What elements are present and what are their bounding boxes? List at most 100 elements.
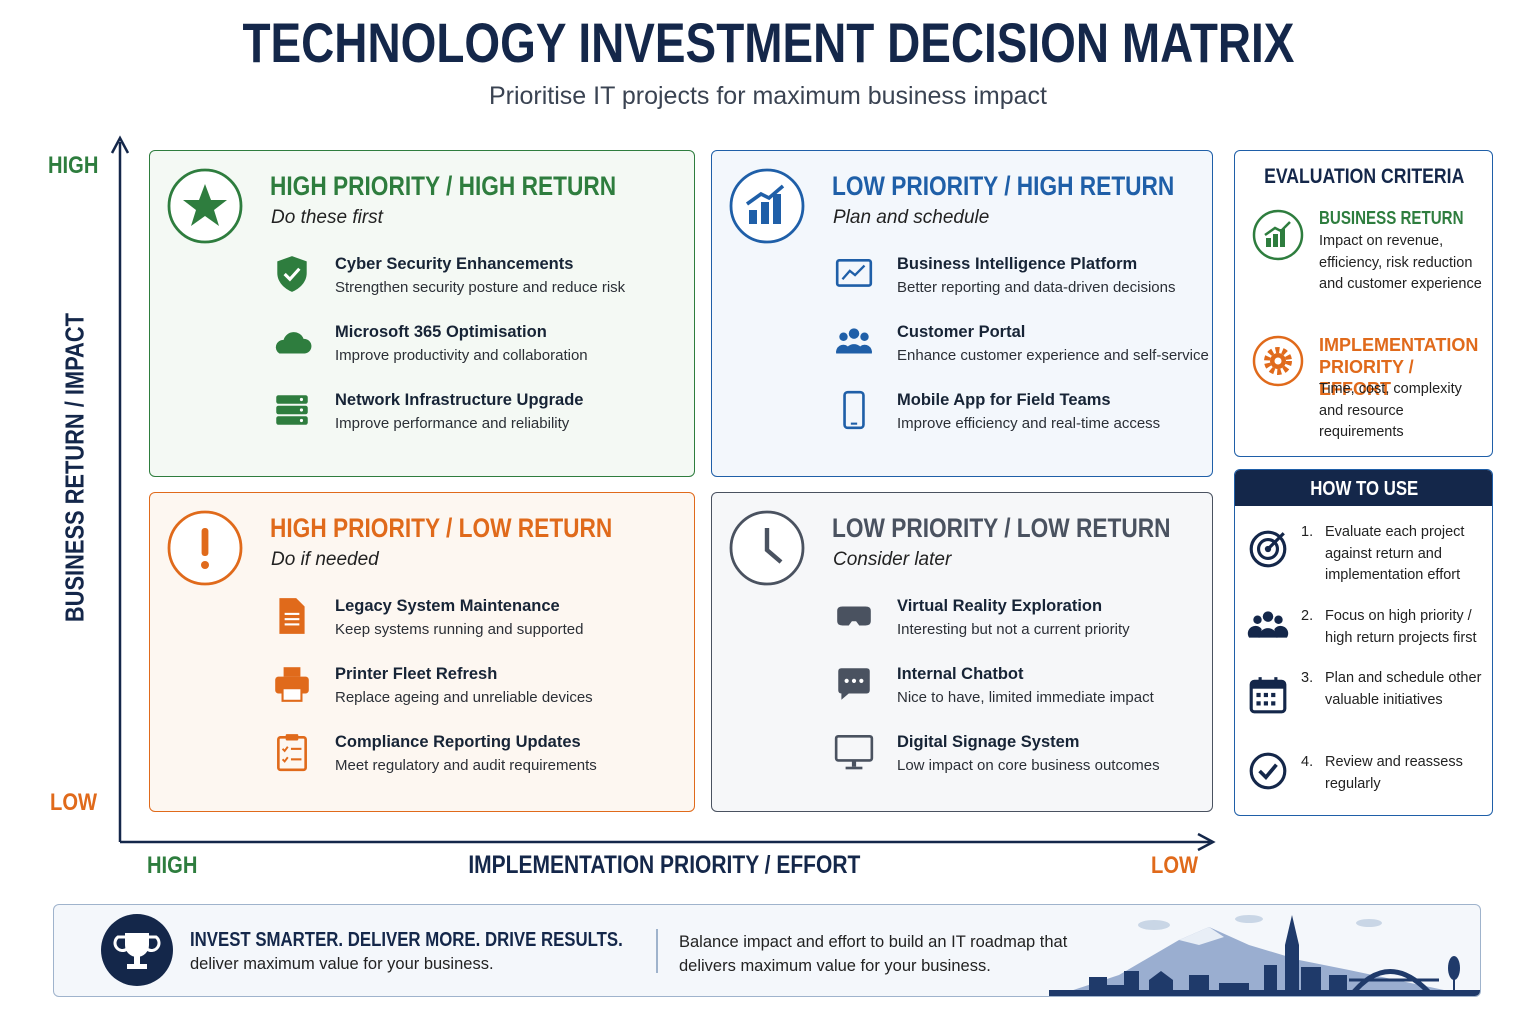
step-icon	[1247, 750, 1289, 797]
y-low-label: LOW	[50, 789, 98, 816]
item-icon	[833, 663, 875, 710]
quadrant-subtitle: Consider later	[833, 549, 952, 570]
icon-glyph	[275, 332, 312, 354]
item-title: Microsoft 365 Optimisation	[335, 323, 547, 341]
item-icon	[271, 595, 313, 642]
icon-glyph	[1249, 530, 1287, 568]
item-title: Virtual Reality Exploration	[897, 597, 1103, 615]
item-icon	[271, 321, 313, 368]
item-description: Improve productivity and collaboration	[335, 347, 588, 364]
item-description: Low impact on core business outcomes	[897, 757, 1160, 774]
item-description: Strengthen security posture and reduce r…	[335, 279, 626, 296]
icon-glyph	[729, 510, 805, 586]
item-icon	[833, 595, 875, 642]
item-icon	[271, 253, 313, 300]
icon-glyph	[838, 668, 870, 700]
icon-glyph	[1249, 752, 1287, 790]
how-to-use-panel: HOW TO USE 1. Evaluate each project again…	[1234, 469, 1493, 816]
item-icon	[271, 663, 313, 710]
icon-glyph	[729, 168, 805, 244]
footer: INVEST SMARTER. DELIVER MORE. DRIVE RESU…	[53, 904, 1481, 997]
effort-icon	[1252, 335, 1304, 387]
how-to-use-title: HOW TO USE	[1310, 478, 1419, 500]
footer-tagline: deliver maximum value for your business.	[190, 955, 494, 973]
item-icon	[271, 389, 313, 436]
item-description: Nice to have, limited immediate impact	[897, 689, 1154, 706]
step-number: 2.	[1301, 608, 1314, 624]
page-subtitle: Prioritise IT projects for maximum busin…	[488, 82, 1048, 110]
quadrant-title-wrap: LOW PRIORITY / LOW RETURN	[832, 513, 1235, 544]
step-number: 4.	[1301, 754, 1314, 770]
quadrant-title: HIGH PRIORITY / LOW RETURN	[270, 513, 613, 543]
title-wrap: TECHNOLOGY INVESTMENT DECISION MATRIX	[0, 10, 1536, 75]
icon-glyph	[835, 259, 873, 287]
step-text: Evaluate each project against return and…	[1325, 524, 1465, 583]
criteria-panel: EVALUATION CRITERIA BUSINESS RETURN Impa…	[1234, 150, 1493, 457]
step-number: 3.	[1301, 670, 1314, 686]
icon-glyph	[167, 168, 243, 244]
quadrant: LOW PRIORITY / HIGH RETURN Plan and sched…	[711, 150, 1213, 477]
item-icon	[833, 389, 875, 436]
item-title: Business Intelligence Platform	[897, 255, 1138, 273]
criteria-item-title: IMPLEMENTATION PRIORITY / EFFORT	[1319, 335, 1479, 399]
item-icon	[833, 731, 875, 778]
step-text: Review and reassess regularly	[1325, 754, 1463, 792]
item-title: Network Infrastructure Upgrade	[335, 391, 584, 409]
page-title: TECHNOLOGY INVESTMENT DECISION MATRIX	[242, 11, 1294, 74]
icon-glyph	[279, 598, 305, 634]
criteria-title: EVALUATION CRITERIA	[1264, 165, 1465, 188]
criteria-item-title: BUSINESS RETURN	[1319, 208, 1464, 228]
quadrant-subtitle: Do these first	[271, 207, 383, 228]
x-low-label: LOW	[1151, 852, 1199, 879]
quadrant-subtitle: Plan and schedule	[833, 207, 990, 228]
x-high-label: HIGH	[147, 852, 198, 879]
item-icon	[833, 321, 875, 368]
icon-glyph	[834, 734, 874, 770]
item-description: Better reporting and data-driven decisio…	[897, 279, 1176, 296]
icon-glyph	[277, 734, 307, 772]
quadrant-icon	[727, 166, 807, 251]
footer-headline: INVEST SMARTER. DELIVER MORE. DRIVE RESU…	[190, 929, 623, 951]
return-icon	[1252, 209, 1304, 261]
item-title: Digital Signage System	[897, 733, 1080, 751]
x-arrow	[1197, 832, 1216, 852]
quadrant-title: HIGH PRIORITY / HIGH RETURN	[270, 171, 617, 201]
step-text: Focus on high priority / high return pro…	[1325, 608, 1477, 646]
step-number: 1.	[1301, 524, 1314, 540]
icon-glyph	[837, 606, 871, 626]
icon-glyph	[277, 256, 307, 292]
item-icon	[833, 253, 875, 300]
quadrant-title: LOW PRIORITY / LOW RETURN	[832, 513, 1171, 543]
quadrant: HIGH PRIORITY / HIGH RETURN Do these firs…	[149, 150, 695, 477]
icon-glyph	[1247, 611, 1289, 638]
item-title: Mobile App for Field Teams	[897, 391, 1111, 409]
item-description: Improve efficiency and real-time access	[897, 415, 1161, 432]
city-skyline	[1049, 915, 1480, 996]
quadrant-icon	[165, 166, 245, 251]
footer-divider	[656, 929, 658, 973]
quadrant-icon	[165, 508, 245, 593]
item-icon	[271, 731, 313, 778]
quadrant-icon	[727, 508, 807, 593]
item-title: Cyber Security Enhancements	[335, 255, 574, 273]
item-description: Replace ageing and unreliable devices	[335, 689, 593, 706]
step-icon	[1247, 528, 1289, 575]
icon-glyph	[1249, 677, 1287, 714]
icon-glyph	[275, 667, 309, 702]
icon-glyph	[843, 390, 865, 430]
y-axis-label: BUSINESS RETURN / IMPACT	[59, 313, 90, 623]
x-axis-label: IMPLEMENTATION PRIORITY / EFFORT	[467, 851, 860, 879]
step-icon	[1247, 604, 1289, 651]
quadrant-title-wrap: LOW PRIORITY / HIGH RETURN	[832, 171, 1240, 202]
icon-glyph	[836, 328, 872, 354]
criteria-item-description: Impact on revenue, efficiency, risk redu…	[1319, 233, 1482, 292]
quadrant-subtitle: Do if needed	[271, 549, 379, 570]
item-title: Internal Chatbot	[897, 665, 1024, 683]
item-description: Enhance customer experience and self-ser…	[897, 347, 1209, 364]
criteria-item-description: Time, cost, complexity and resource requ…	[1319, 381, 1462, 440]
quadrant-title-wrap: HIGH PRIORITY / HIGH RETURN	[270, 171, 682, 202]
icon-glyph	[167, 510, 243, 586]
footer-message: Balance impact and effort to build an IT…	[679, 933, 1068, 975]
